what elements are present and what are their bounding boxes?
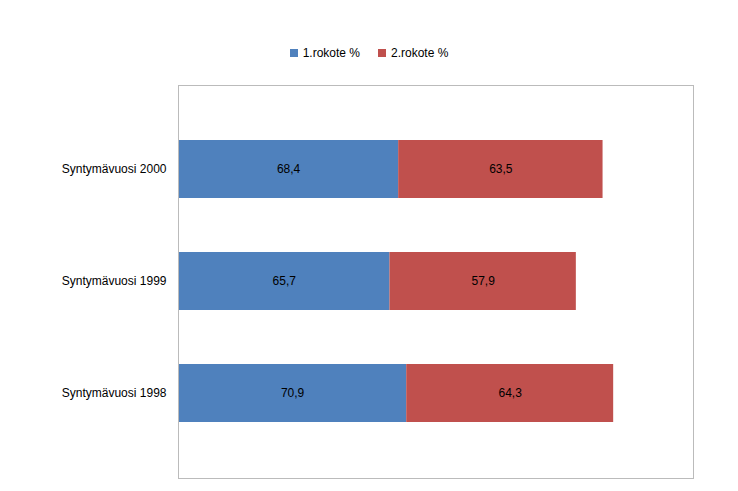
svg-text:Syntymävuosi 1999: Syntymävuosi 1999 [62, 274, 167, 288]
svg-text:Syntymävuosi 1998: Syntymävuosi 1998 [62, 386, 167, 400]
html-text:2.rokote %: 2.rokote % [391, 46, 449, 60]
svg-text:68,4: 68,4 [277, 162, 301, 176]
svg-text:57,9: 57,9 [471, 274, 495, 288]
svg-text:Syntymävuosi 2000: Syntymävuosi 2000 [62, 162, 167, 176]
html-text:1.rokote %: 1.rokote % [302, 46, 360, 60]
svg-text:65,7: 65,7 [273, 274, 297, 288]
svg-text:63,5: 63,5 [489, 162, 513, 176]
svg-text:64,3: 64,3 [499, 386, 523, 400]
svg-text:70,9: 70,9 [281, 386, 305, 400]
